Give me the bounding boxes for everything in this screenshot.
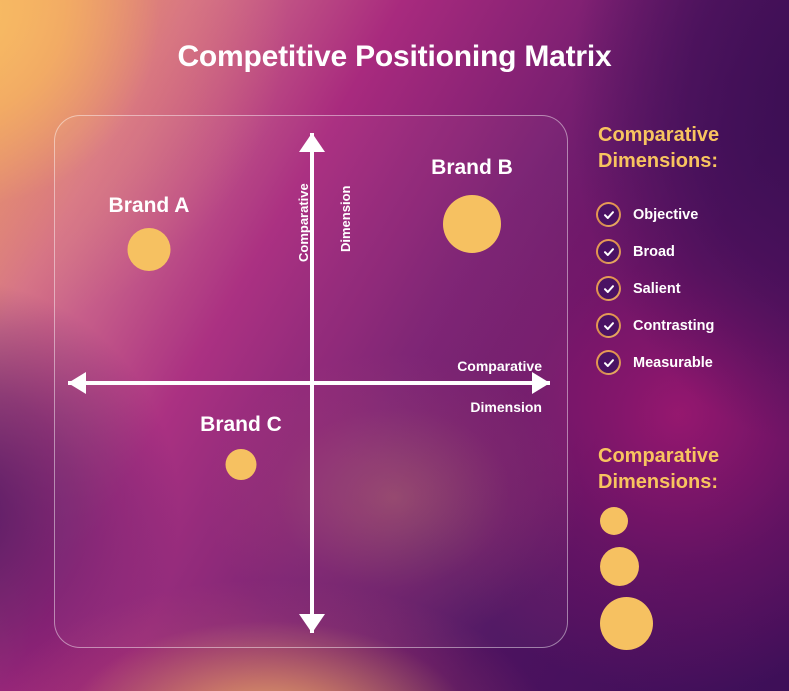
brand-bubble[interactable] bbox=[127, 227, 171, 271]
page-title: Competitive Positioning Matrix bbox=[177, 40, 612, 73]
y-axis-label-comparative: Comparative bbox=[296, 183, 311, 262]
arrow-up-icon bbox=[299, 133, 325, 152]
check-circle-icon bbox=[596, 202, 621, 227]
legend-heading: Comparative Dimensions: bbox=[598, 445, 720, 494]
x-axis-line bbox=[68, 381, 550, 385]
check-circle-icon bbox=[596, 239, 621, 264]
check-circle-icon bbox=[596, 313, 621, 338]
check-circle-icon bbox=[596, 350, 621, 375]
checklist-item-label: Broad bbox=[633, 243, 675, 260]
legend-bubble bbox=[600, 507, 628, 535]
checklist-item[interactable]: Broad bbox=[596, 233, 781, 270]
x-axis-label-comparative: Comparative bbox=[457, 358, 542, 374]
brand-bubble[interactable] bbox=[443, 195, 501, 253]
brand-label: Brand A bbox=[108, 194, 190, 217]
matrix-panel bbox=[54, 115, 568, 648]
arrow-right-icon bbox=[532, 372, 550, 394]
checklist-item-label: Salient bbox=[633, 280, 681, 297]
brand-bubble[interactable] bbox=[225, 448, 257, 480]
brand-label: Brand B bbox=[431, 156, 513, 179]
checklist-item-label: Objective bbox=[633, 206, 699, 223]
checklist-item[interactable]: Salient bbox=[596, 270, 781, 307]
legend-bubble bbox=[599, 596, 653, 650]
brand-label: Brand C bbox=[200, 413, 282, 436]
x-axis-label-dimension: Dimension bbox=[470, 399, 542, 415]
checklist-item-label: Measurable bbox=[633, 354, 713, 371]
arrow-down-icon bbox=[299, 614, 325, 633]
arrow-left-icon bbox=[68, 372, 86, 394]
checklist-item-label: Contrasting bbox=[633, 317, 715, 334]
legend-bubble bbox=[599, 546, 639, 586]
checklist-item[interactable]: Measurable bbox=[596, 344, 781, 381]
check-circle-icon bbox=[596, 276, 621, 301]
checklist-item[interactable]: Objective bbox=[596, 196, 781, 233]
checklist: Objective Broad Salient Contrasting Measurab… bbox=[596, 196, 781, 381]
y-axis-label-dimension: Dimension bbox=[338, 185, 353, 252]
checklist-item[interactable]: Contrasting bbox=[596, 307, 781, 344]
checklist-heading: Comparative Dimensions: bbox=[598, 124, 720, 173]
